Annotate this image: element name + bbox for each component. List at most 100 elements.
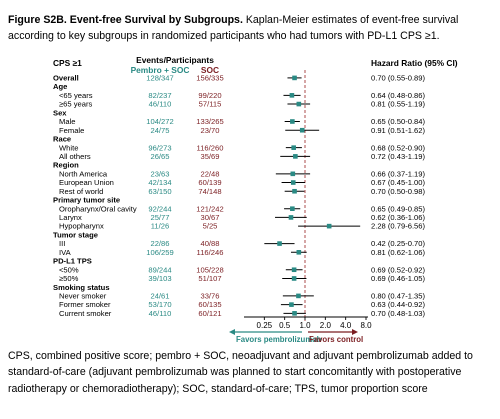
- forest-row: Hypopharynx 11/26 5/25 2.28 (0.79-6.56): [59, 222, 426, 231]
- pembro-events: 22/86: [150, 239, 169, 248]
- column-headers: CPS ≥1 Events/Participants Pembro + SOC …: [53, 55, 458, 75]
- forest-row: ≥65 years 46/110 57/115 0.81 (0.55-1.19): [59, 100, 426, 109]
- forest-row: Rest of world 63/150 74/148 0.70 (0.50-0.98…: [59, 187, 426, 196]
- pembro-events: 26/65: [150, 152, 169, 161]
- axis-tick-label: 1.0: [299, 321, 311, 330]
- subgroup-label: Oropharynx/Oral cavity: [59, 204, 137, 213]
- forest-row: European Union 42/134 60/139 0.67 (0.45-1.0…: [59, 178, 426, 187]
- hazard-ratio-value: 0.63 (0.44-0.92): [371, 300, 426, 309]
- soc-events: 57/115: [199, 100, 222, 109]
- pembro-events: 42/134: [148, 178, 171, 187]
- forest-row: ≥50% 39/103 51/107 0.69 (0.46-1.05): [59, 274, 426, 283]
- subgroup-label: All others: [59, 152, 91, 161]
- soc-events: 99/220: [198, 91, 221, 100]
- axis-tick-label: 0.5: [279, 321, 291, 330]
- forest-row: Male 104/272 133/265 0.65 (0.50-0.84): [59, 117, 426, 126]
- forest-row: White 96/273 116/260 0.68 (0.52-0.90): [59, 143, 426, 152]
- axis-tick-label: 8.0: [360, 321, 372, 330]
- soc-events: 22/48: [200, 169, 219, 178]
- hazard-ratio-marker: [289, 93, 295, 98]
- forest-row: III 22/86 40/88 0.42 (0.25-0.70): [59, 239, 426, 248]
- hazard-ratio-value: 0.81 (0.55-1.19): [371, 100, 426, 109]
- soc-events: 116/246: [197, 248, 224, 257]
- hazard-ratio-marker: [289, 302, 294, 307]
- soc-events: 60/139: [198, 178, 221, 187]
- subgroup-header: CPS ≥1: [53, 58, 82, 68]
- hazard-ratio-value: 0.70 (0.50-0.98): [371, 187, 426, 196]
- hazard-ratio-value: 0.69 (0.46-1.05): [371, 274, 426, 283]
- hazard-ratio-marker: [299, 127, 305, 133]
- subgroup-header-label: Tumor stage: [53, 230, 98, 239]
- subgroup-header-label: Primary tumor site: [53, 196, 120, 205]
- figure-caption: Figure S2B. Event-free Survival by Subgr…: [8, 12, 494, 45]
- hazard-ratio-value: 0.62 (0.36-1.06): [371, 213, 426, 222]
- pembro-events: 104/272: [146, 117, 173, 126]
- hazard-ratio-marker: [291, 276, 297, 281]
- subgroup-header-label: Region: [53, 161, 79, 170]
- pembro-events: 89/244: [148, 265, 171, 274]
- axis-tick-label: 0.25: [257, 321, 273, 330]
- hazard-ratio-header: Hazard Ratio (95% CI): [371, 58, 458, 68]
- forest-row: Oropharynx/Oral cavity 92/244 121/242 0.65 …: [59, 204, 426, 213]
- arrow-head-right-icon: [352, 329, 358, 335]
- pembro-events: 46/110: [149, 100, 172, 109]
- subgroup-label: Larynx: [59, 213, 82, 222]
- hazard-ratio-value: 0.65 (0.50-0.84): [371, 117, 426, 126]
- figure-description: Kaplan-Meier estimates of event-free sur…: [8, 14, 459, 43]
- soc-events: 121/242: [196, 204, 223, 213]
- subgroup-label: Former smoker: [59, 300, 111, 309]
- pembro-events: 63/150: [148, 187, 171, 196]
- hazard-ratio-marker: [296, 101, 302, 107]
- subgroup-label: Hypopharynx: [59, 222, 104, 231]
- hazard-ratio-value: 0.80 (0.47-1.35): [371, 292, 426, 301]
- soc-events: 74/148: [198, 187, 221, 196]
- subgroup-rows: Overall 128/347 156/335 0.70 (0.55-0.89) Age…: [53, 74, 426, 318]
- hazard-ratio-value: 0.72 (0.43-1.19): [371, 152, 426, 161]
- figure-footnote: CPS, combined positive score; pembro + S…: [8, 350, 473, 395]
- subgroup-header-label: Race: [53, 135, 71, 144]
- hazard-ratio-value: 0.70 (0.55-0.89): [371, 74, 426, 83]
- hazard-ratio-value: 0.66 (0.37-1.19): [371, 169, 426, 178]
- arrow-head-left-icon: [229, 329, 235, 335]
- forest-row: IVA 106/259 116/246 0.81 (0.62-1.06): [59, 248, 426, 257]
- subgroup-label: Never smoker: [59, 292, 107, 301]
- soc-events: 51/107: [198, 274, 221, 283]
- subgroup-label: IVA: [59, 248, 72, 257]
- forest-row: <50% 89/244 105/228 0.69 (0.52-0.92): [59, 265, 426, 274]
- hazard-ratio-value: 0.81 (0.62-1.06): [371, 248, 426, 257]
- forest-row: Primary tumor site: [53, 196, 120, 205]
- hazard-ratio-value: 0.91 (0.51-1.62): [371, 126, 426, 135]
- forest-row: Former smoker 53/170 60/135 0.63 (0.44-0.92…: [59, 300, 426, 309]
- forest-row: Larynx 25/77 30/67 0.62 (0.36-1.06): [59, 213, 426, 222]
- soc-events: 5/25: [203, 222, 218, 231]
- arm-soc-header: SOC: [201, 65, 219, 75]
- events-header: Events/Participants: [136, 55, 214, 65]
- subgroup-label: White: [59, 143, 78, 152]
- subgroup-label: <65 years: [59, 91, 93, 100]
- pembro-events: 24/61: [150, 292, 169, 301]
- forest-row: <65 years 82/237 99/220 0.64 (0.48-0.86): [59, 91, 426, 100]
- hazard-ratio-marker: [292, 75, 297, 81]
- favors-pembrolizumab-label: Favors pembrolizumab: [236, 335, 322, 344]
- subgroup-label: III: [59, 239, 65, 248]
- forest-row: Current smoker 46/110 60/121 0.70 (0.48-1.0…: [59, 309, 426, 318]
- forest-row: Smoking status: [53, 283, 110, 292]
- pembro-events: 96/273: [148, 143, 171, 152]
- forest-row: PD-L1 TPS: [53, 257, 92, 266]
- hazard-ratio-value: 0.67 (0.45-1.00): [371, 178, 426, 187]
- subgroup-label: North America: [59, 169, 108, 178]
- axis-tick-label: 4.0: [340, 321, 352, 330]
- hazard-ratio-marker: [291, 145, 296, 150]
- subgroup-label: Female: [59, 126, 84, 135]
- hazard-ratio-marker: [291, 267, 297, 273]
- pembro-events: 23/63: [150, 169, 169, 178]
- pembro-events: 128/347: [146, 74, 173, 83]
- plot-area: [264, 70, 361, 321]
- axis-tick-label: 2.0: [320, 321, 332, 330]
- hazard-ratio-value: 0.42 (0.25-0.70): [371, 239, 426, 248]
- forest-row: Never smoker 24/61 33/76 0.80 (0.47-1.35): [59, 292, 426, 301]
- hazard-ratio-value: 0.68 (0.52-0.90): [371, 143, 426, 152]
- hazard-ratio-marker: [296, 293, 301, 299]
- forest-row: Sex: [53, 108, 67, 117]
- forest-row: Race: [53, 135, 71, 144]
